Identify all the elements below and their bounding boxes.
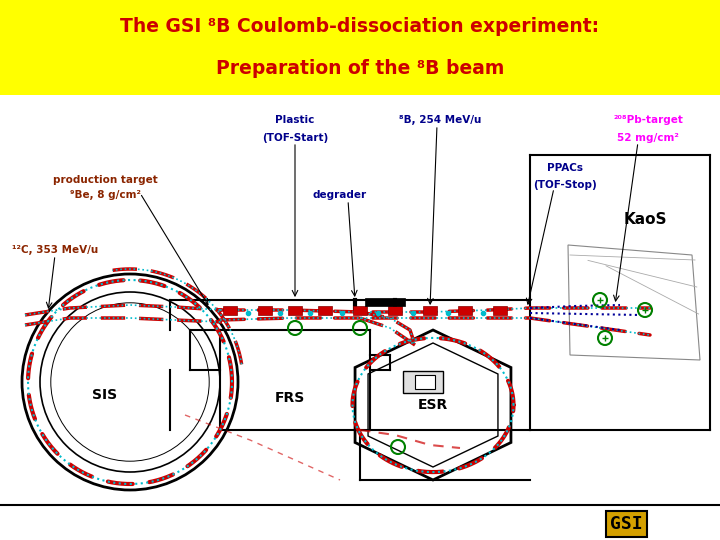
Bar bbox=[388, 306, 402, 315]
Text: ESR: ESR bbox=[418, 398, 448, 412]
Bar bbox=[458, 306, 472, 315]
Text: production target: production target bbox=[53, 175, 158, 185]
Text: ¹²C, 353 MeV/u: ¹²C, 353 MeV/u bbox=[12, 245, 98, 255]
Text: ²⁰⁸Pb-target: ²⁰⁸Pb-target bbox=[613, 115, 683, 125]
Bar bbox=[365, 298, 405, 306]
Text: SIS: SIS bbox=[92, 388, 117, 402]
Text: GSI: GSI bbox=[610, 515, 643, 533]
Text: ⁸B, 254 MeV/u: ⁸B, 254 MeV/u bbox=[399, 115, 481, 125]
Bar bbox=[258, 306, 272, 315]
Text: Plastic: Plastic bbox=[275, 115, 315, 125]
Bar bbox=[223, 306, 237, 315]
Text: KaoS: KaoS bbox=[624, 213, 667, 227]
Text: Preparation of the ⁸B beam: Preparation of the ⁸B beam bbox=[216, 58, 504, 78]
Text: ⁹Be, 8 g/cm²: ⁹Be, 8 g/cm² bbox=[70, 190, 140, 200]
Bar bbox=[423, 306, 437, 315]
Bar bbox=[353, 306, 367, 315]
Bar bbox=[288, 306, 302, 315]
Text: PPACs: PPACs bbox=[547, 163, 583, 173]
Bar bbox=[415, 375, 435, 389]
Text: FRS: FRS bbox=[275, 391, 305, 405]
Bar bbox=[493, 306, 507, 315]
Bar bbox=[318, 306, 332, 315]
Text: (TOF-Stop): (TOF-Stop) bbox=[533, 180, 597, 190]
Bar bbox=[0, 0, 720, 94]
Bar bbox=[403, 371, 443, 393]
Text: degrader: degrader bbox=[313, 190, 367, 200]
Text: (TOF-Start): (TOF-Start) bbox=[262, 133, 328, 143]
Text: 52 mg/cm²: 52 mg/cm² bbox=[617, 133, 679, 143]
Text: The GSI ⁸B Coulomb-dissociation experiment:: The GSI ⁸B Coulomb-dissociation experime… bbox=[120, 17, 600, 36]
